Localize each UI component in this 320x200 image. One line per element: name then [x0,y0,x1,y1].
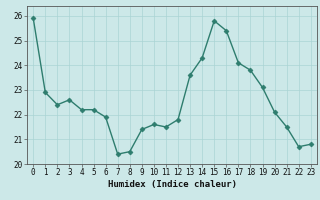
X-axis label: Humidex (Indice chaleur): Humidex (Indice chaleur) [108,180,236,189]
